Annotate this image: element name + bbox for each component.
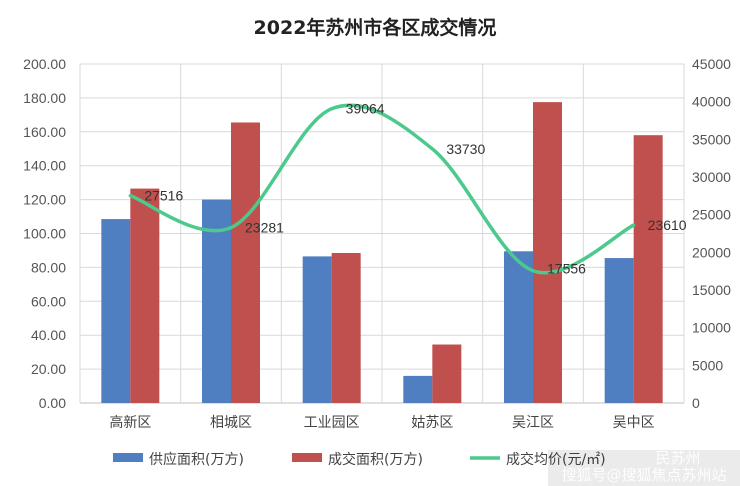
left-axis-ticks: 0.00 20.00 40.00 60.00 80.00 100.00 120.00 140.…	[23, 56, 66, 411]
left-tick-label: 140.00	[23, 158, 66, 174]
right-tick-label: 40000	[692, 94, 731, 110]
bar-deal-4	[533, 102, 562, 403]
price-label: 33730	[446, 141, 485, 157]
left-tick-label: 0.00	[39, 395, 66, 411]
bars	[101, 102, 663, 403]
category-label: 吴江区	[512, 415, 554, 431]
left-tick-label: 100.00	[23, 226, 66, 242]
category-label: 姑苏区	[411, 415, 453, 431]
price-line-labels: 27516 23281 39064 33730 17556 23610	[144, 101, 686, 277]
category-label: 相城区	[210, 415, 252, 431]
bar-deal-0	[130, 188, 160, 403]
right-tick-label: 20000	[692, 244, 731, 260]
legend-label: 供应面积(万方)	[149, 451, 244, 468]
bar-supply-0	[101, 219, 131, 403]
watermark-source: 搜狐号@搜狐焦点苏州站	[561, 466, 726, 484]
bar-deal-3	[432, 344, 462, 403]
watermark-brand: 民苏州	[655, 449, 700, 467]
bar-deal-2	[331, 252, 361, 403]
right-tick-label: 35000	[692, 131, 731, 147]
watermark-shade	[548, 450, 740, 486]
right-tick-label: 45000	[692, 56, 731, 72]
legend: 供应面积(万方) 成交面积(万方) 成交均价(元/㎡)	[113, 451, 606, 468]
left-tick-label: 160.00	[23, 124, 66, 140]
left-tick-label: 120.00	[23, 192, 66, 208]
watermark: 民苏州 搜狐号@搜狐焦点苏州站	[548, 449, 740, 486]
left-tick-label: 180.00	[23, 90, 66, 106]
price-label: 23281	[245, 220, 284, 236]
price-label: 23610	[648, 217, 687, 233]
price-label: 39064	[346, 101, 385, 117]
bar-deal-5	[633, 135, 663, 403]
bar-supply-3	[403, 375, 433, 403]
right-tick-label: 30000	[692, 169, 731, 185]
bar-supply-2	[302, 256, 332, 403]
legend-label: 成交均价(元/㎡)	[506, 451, 606, 468]
left-tick-label: 80.00	[31, 259, 66, 275]
price-label: 17556	[547, 261, 586, 277]
legend-bar-swatch	[292, 453, 322, 462]
left-tick-label: 60.00	[31, 293, 66, 309]
right-tick-label: 10000	[692, 320, 731, 336]
right-tick-label: 5000	[692, 357, 723, 373]
right-axis-ticks: 0 5000 10000 15000 20000 25000 30000 35000 40000…	[692, 56, 731, 411]
legend-label: 成交面积(万方)	[328, 451, 423, 468]
price-label: 27516	[144, 188, 183, 204]
category-labels: 高新区 相城区 工业园区 姑苏区 吴江区 吴中区	[109, 414, 654, 431]
category-label: 吴中区	[613, 415, 655, 431]
right-tick-label: 25000	[692, 207, 731, 223]
bar-supply-1	[202, 199, 231, 403]
bar-supply-4	[504, 251, 533, 403]
right-tick-label: 15000	[692, 282, 731, 298]
left-tick-label: 200.00	[23, 56, 66, 72]
price-line-path	[128, 103, 636, 275]
gridlines	[79, 63, 685, 404]
price-line	[128, 103, 636, 275]
left-tick-label: 20.00	[31, 361, 66, 377]
legend-bar-swatch	[113, 453, 143, 462]
left-tick-label: 40.00	[31, 327, 66, 343]
category-label: 工业园区	[304, 415, 360, 431]
bar-deal-1	[231, 122, 260, 403]
category-label: 高新区	[109, 414, 151, 431]
chart-title: 2022年苏州市各区成交情况	[254, 16, 497, 39]
right-tick-label: 0	[692, 395, 700, 411]
bar-supply-5	[604, 258, 634, 403]
